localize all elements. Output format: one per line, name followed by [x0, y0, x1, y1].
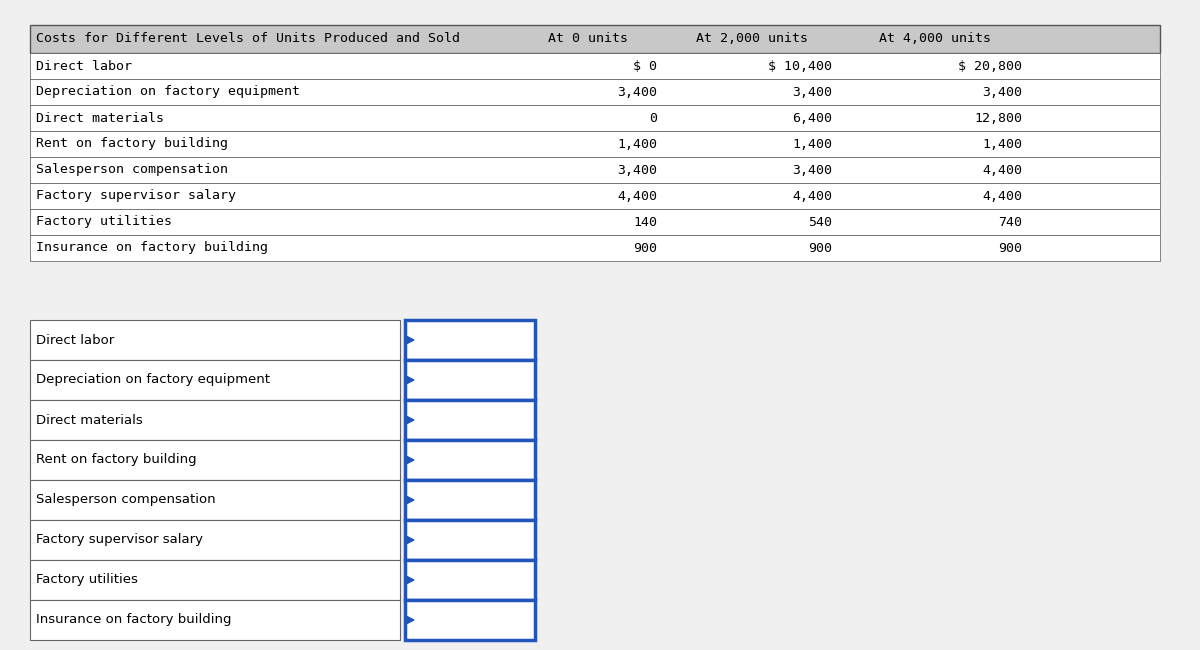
- Polygon shape: [407, 376, 414, 384]
- Polygon shape: [407, 497, 414, 504]
- Polygon shape: [407, 417, 414, 424]
- Text: Factory supervisor salary: Factory supervisor salary: [36, 190, 236, 203]
- Text: 740: 740: [998, 216, 1022, 229]
- Text: 3,400: 3,400: [617, 164, 658, 177]
- Text: Rent on factory building: Rent on factory building: [36, 454, 197, 467]
- Text: Direct materials: Direct materials: [36, 112, 164, 125]
- Text: At 0 units: At 0 units: [547, 32, 628, 46]
- Text: Salesperson compensation: Salesperson compensation: [36, 164, 228, 177]
- Text: 4,400: 4,400: [617, 190, 658, 203]
- Text: 4,400: 4,400: [982, 190, 1022, 203]
- Bar: [406, 560, 535, 600]
- Text: Rent on factory building: Rent on factory building: [36, 138, 228, 151]
- Bar: [406, 320, 535, 360]
- Text: 900: 900: [998, 242, 1022, 255]
- Text: $ 20,800: $ 20,800: [958, 60, 1022, 73]
- Bar: [30, 320, 400, 360]
- Text: Direct materials: Direct materials: [36, 413, 143, 426]
- Bar: [406, 360, 535, 400]
- Text: Factory supervisor salary: Factory supervisor salary: [36, 534, 203, 547]
- Text: Costs for Different Levels of Units Produced and Sold: Costs for Different Levels of Units Prod…: [36, 32, 460, 46]
- Text: Direct labor: Direct labor: [36, 333, 114, 346]
- Text: Insurance on factory building: Insurance on factory building: [36, 614, 232, 627]
- Bar: [406, 400, 535, 440]
- Text: Insurance on factory building: Insurance on factory building: [36, 242, 268, 255]
- Text: Depreciation on factory equipment: Depreciation on factory equipment: [36, 374, 270, 387]
- Text: 3,400: 3,400: [792, 164, 832, 177]
- Bar: [406, 440, 535, 480]
- Polygon shape: [407, 616, 414, 623]
- Text: 1,400: 1,400: [792, 138, 832, 151]
- Bar: [30, 131, 1160, 157]
- Bar: [406, 520, 535, 560]
- Text: 3,400: 3,400: [982, 86, 1022, 99]
- Text: 540: 540: [808, 216, 832, 229]
- Bar: [30, 209, 1160, 235]
- Polygon shape: [407, 536, 414, 543]
- Text: 4,400: 4,400: [792, 190, 832, 203]
- Bar: [30, 53, 1160, 79]
- Text: Direct labor: Direct labor: [36, 60, 132, 73]
- Text: At 4,000 units: At 4,000 units: [878, 32, 991, 46]
- Text: 12,800: 12,800: [974, 112, 1022, 125]
- Bar: [30, 105, 1160, 131]
- Bar: [30, 560, 400, 600]
- Text: 4,400: 4,400: [982, 164, 1022, 177]
- Text: Salesperson compensation: Salesperson compensation: [36, 493, 216, 506]
- Bar: [406, 480, 535, 520]
- Bar: [30, 79, 1160, 105]
- Text: 0: 0: [649, 112, 658, 125]
- Polygon shape: [407, 337, 414, 343]
- Bar: [30, 235, 1160, 261]
- Bar: [406, 600, 535, 640]
- Polygon shape: [407, 456, 414, 463]
- Bar: [30, 520, 400, 560]
- Text: 1,400: 1,400: [982, 138, 1022, 151]
- Text: $ 10,400: $ 10,400: [768, 60, 832, 73]
- Text: 1,400: 1,400: [617, 138, 658, 151]
- Text: $ 0: $ 0: [634, 60, 658, 73]
- Text: At 2,000 units: At 2,000 units: [696, 32, 809, 46]
- Polygon shape: [407, 577, 414, 584]
- Text: Depreciation on factory equipment: Depreciation on factory equipment: [36, 86, 300, 99]
- Text: 140: 140: [634, 216, 658, 229]
- Bar: [30, 157, 1160, 183]
- Bar: [30, 183, 1160, 209]
- Bar: [30, 360, 400, 400]
- Bar: [30, 25, 1160, 53]
- Text: 900: 900: [808, 242, 832, 255]
- Text: Factory utilities: Factory utilities: [36, 573, 138, 586]
- Text: 6,400: 6,400: [792, 112, 832, 125]
- Bar: [30, 440, 400, 480]
- Bar: [30, 600, 400, 640]
- Text: Factory utilities: Factory utilities: [36, 216, 172, 229]
- Text: 3,400: 3,400: [617, 86, 658, 99]
- Text: 900: 900: [634, 242, 658, 255]
- Text: 3,400: 3,400: [792, 86, 832, 99]
- Bar: [30, 480, 400, 520]
- Bar: [30, 400, 400, 440]
